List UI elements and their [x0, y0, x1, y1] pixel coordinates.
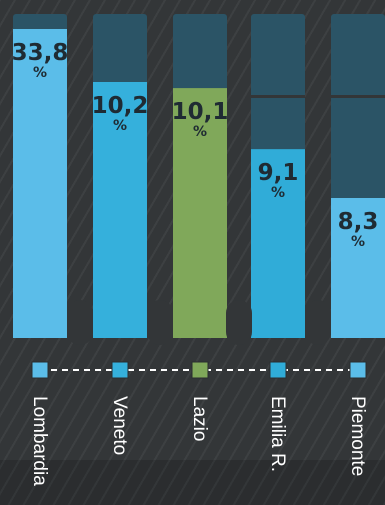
bar-value-label-veneto: 10,2 — [92, 93, 149, 119]
track-divider-emilia-r — [251, 95, 305, 98]
legend-swatch-veneto — [111, 361, 129, 379]
bar-unit-label-lombardia: % — [33, 65, 47, 81]
bar-lombardia — [13, 29, 67, 338]
bar-piemonte — [331, 198, 385, 338]
legend-swatch-emilia-r — [269, 361, 287, 379]
legend-label-piemonte: Piemonte — [347, 396, 368, 476]
bar-group-emilia-r: 9,1% — [251, 14, 305, 338]
bar-veneto — [93, 82, 147, 338]
bar-group-lombardia: 33,8% — [12, 14, 69, 338]
legend-label-lombardia: Lombardia — [29, 396, 50, 486]
track-divider-piemonte — [331, 95, 385, 98]
legend-swatch-piemonte — [349, 361, 367, 379]
bar-group-veneto: 10,2% — [92, 14, 149, 338]
bar-unit-label-veneto: % — [113, 118, 127, 134]
bar-unit-label-lazio: % — [193, 124, 207, 140]
bar-lazio — [173, 88, 227, 339]
legend-label-emilia-r: Emilia R. — [267, 396, 288, 472]
legend-band — [0, 460, 385, 505]
legend-swatch-lazio — [191, 361, 209, 379]
bar-value-label-lombardia: 33,8 — [12, 40, 69, 66]
bar-group-piemonte: 8,3% — [331, 14, 385, 338]
bar-unit-label-piemonte: % — [351, 234, 365, 250]
legend-swatch-lombardia — [31, 361, 49, 379]
legend-label-veneto: Veneto — [109, 396, 130, 455]
legend-label-lazio: Lazio — [189, 396, 210, 441]
bar-value-label-emilia-r: 9,1 — [258, 160, 299, 186]
bar-gap-2 — [226, 300, 252, 345]
bar-gap-0 — [67, 300, 93, 345]
bar-unit-label-emilia-r: % — [271, 185, 285, 201]
bar-gap-3 — [305, 300, 331, 345]
bar-gap-1 — [147, 300, 173, 345]
bar-value-label-lazio: 10,1 — [172, 99, 229, 125]
bar-group-lazio: 10,1% — [172, 14, 229, 339]
bar-emilia-r — [251, 149, 305, 338]
bar-value-label-piemonte: 8,3 — [338, 209, 379, 235]
